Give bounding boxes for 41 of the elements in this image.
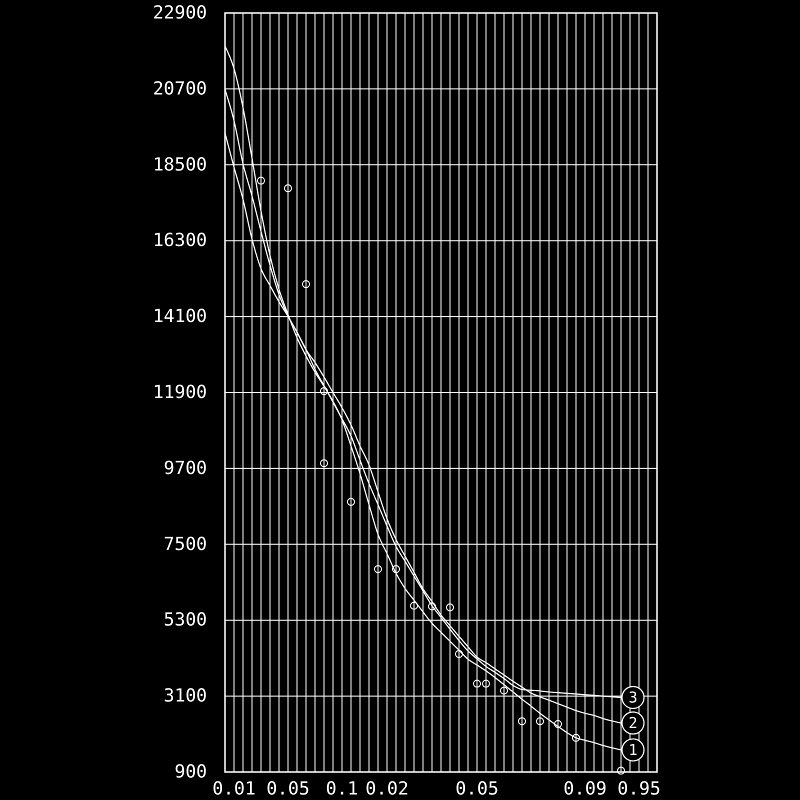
x-tick-label: 0.05 <box>455 778 499 800</box>
point <box>518 717 526 726</box>
y-tick-label: 14100 <box>152 306 207 328</box>
point <box>302 280 310 288</box>
point <box>284 184 292 192</box>
point <box>500 686 508 695</box>
point <box>446 603 454 612</box>
point <box>347 498 355 506</box>
y-tick-label: 16300 <box>152 230 207 252</box>
point <box>392 565 400 574</box>
y-tick-label: 22900 <box>152 2 207 24</box>
y-tick-label: 900 <box>174 762 207 782</box>
series-label: 3 <box>628 688 638 706</box>
point <box>536 717 544 726</box>
point <box>482 680 490 688</box>
x-tick-label: 0.1 <box>326 778 358 800</box>
x-tick-label: 0.02 <box>365 778 409 800</box>
point <box>473 680 481 688</box>
x-tick-label: 0.95 <box>617 778 661 800</box>
point <box>428 602 436 610</box>
point <box>554 720 562 728</box>
legend-label: 1 <box>628 740 638 759</box>
legend-label: 2 <box>628 714 638 732</box>
point <box>320 459 328 468</box>
point <box>410 602 418 610</box>
x-tick-label: 0.09 <box>563 778 607 800</box>
y-tick-label: 9700 <box>164 458 207 479</box>
point <box>257 176 265 185</box>
y-tick-label: 11900 <box>152 382 207 403</box>
y-tick-label: 7500 <box>164 534 207 555</box>
point <box>572 734 580 742</box>
point <box>374 565 382 574</box>
y-tick-label: 20700 <box>152 78 207 100</box>
x-tick-label: 0.05 <box>266 778 310 800</box>
y-tick-label: 5300 <box>164 610 207 631</box>
y-tick-label: 3100 <box>164 686 207 707</box>
point <box>455 650 463 658</box>
point <box>320 387 328 396</box>
x-tick-label: 0.01 <box>212 778 256 800</box>
y-tick-label: 18500 <box>152 154 207 176</box>
point <box>617 766 625 775</box>
